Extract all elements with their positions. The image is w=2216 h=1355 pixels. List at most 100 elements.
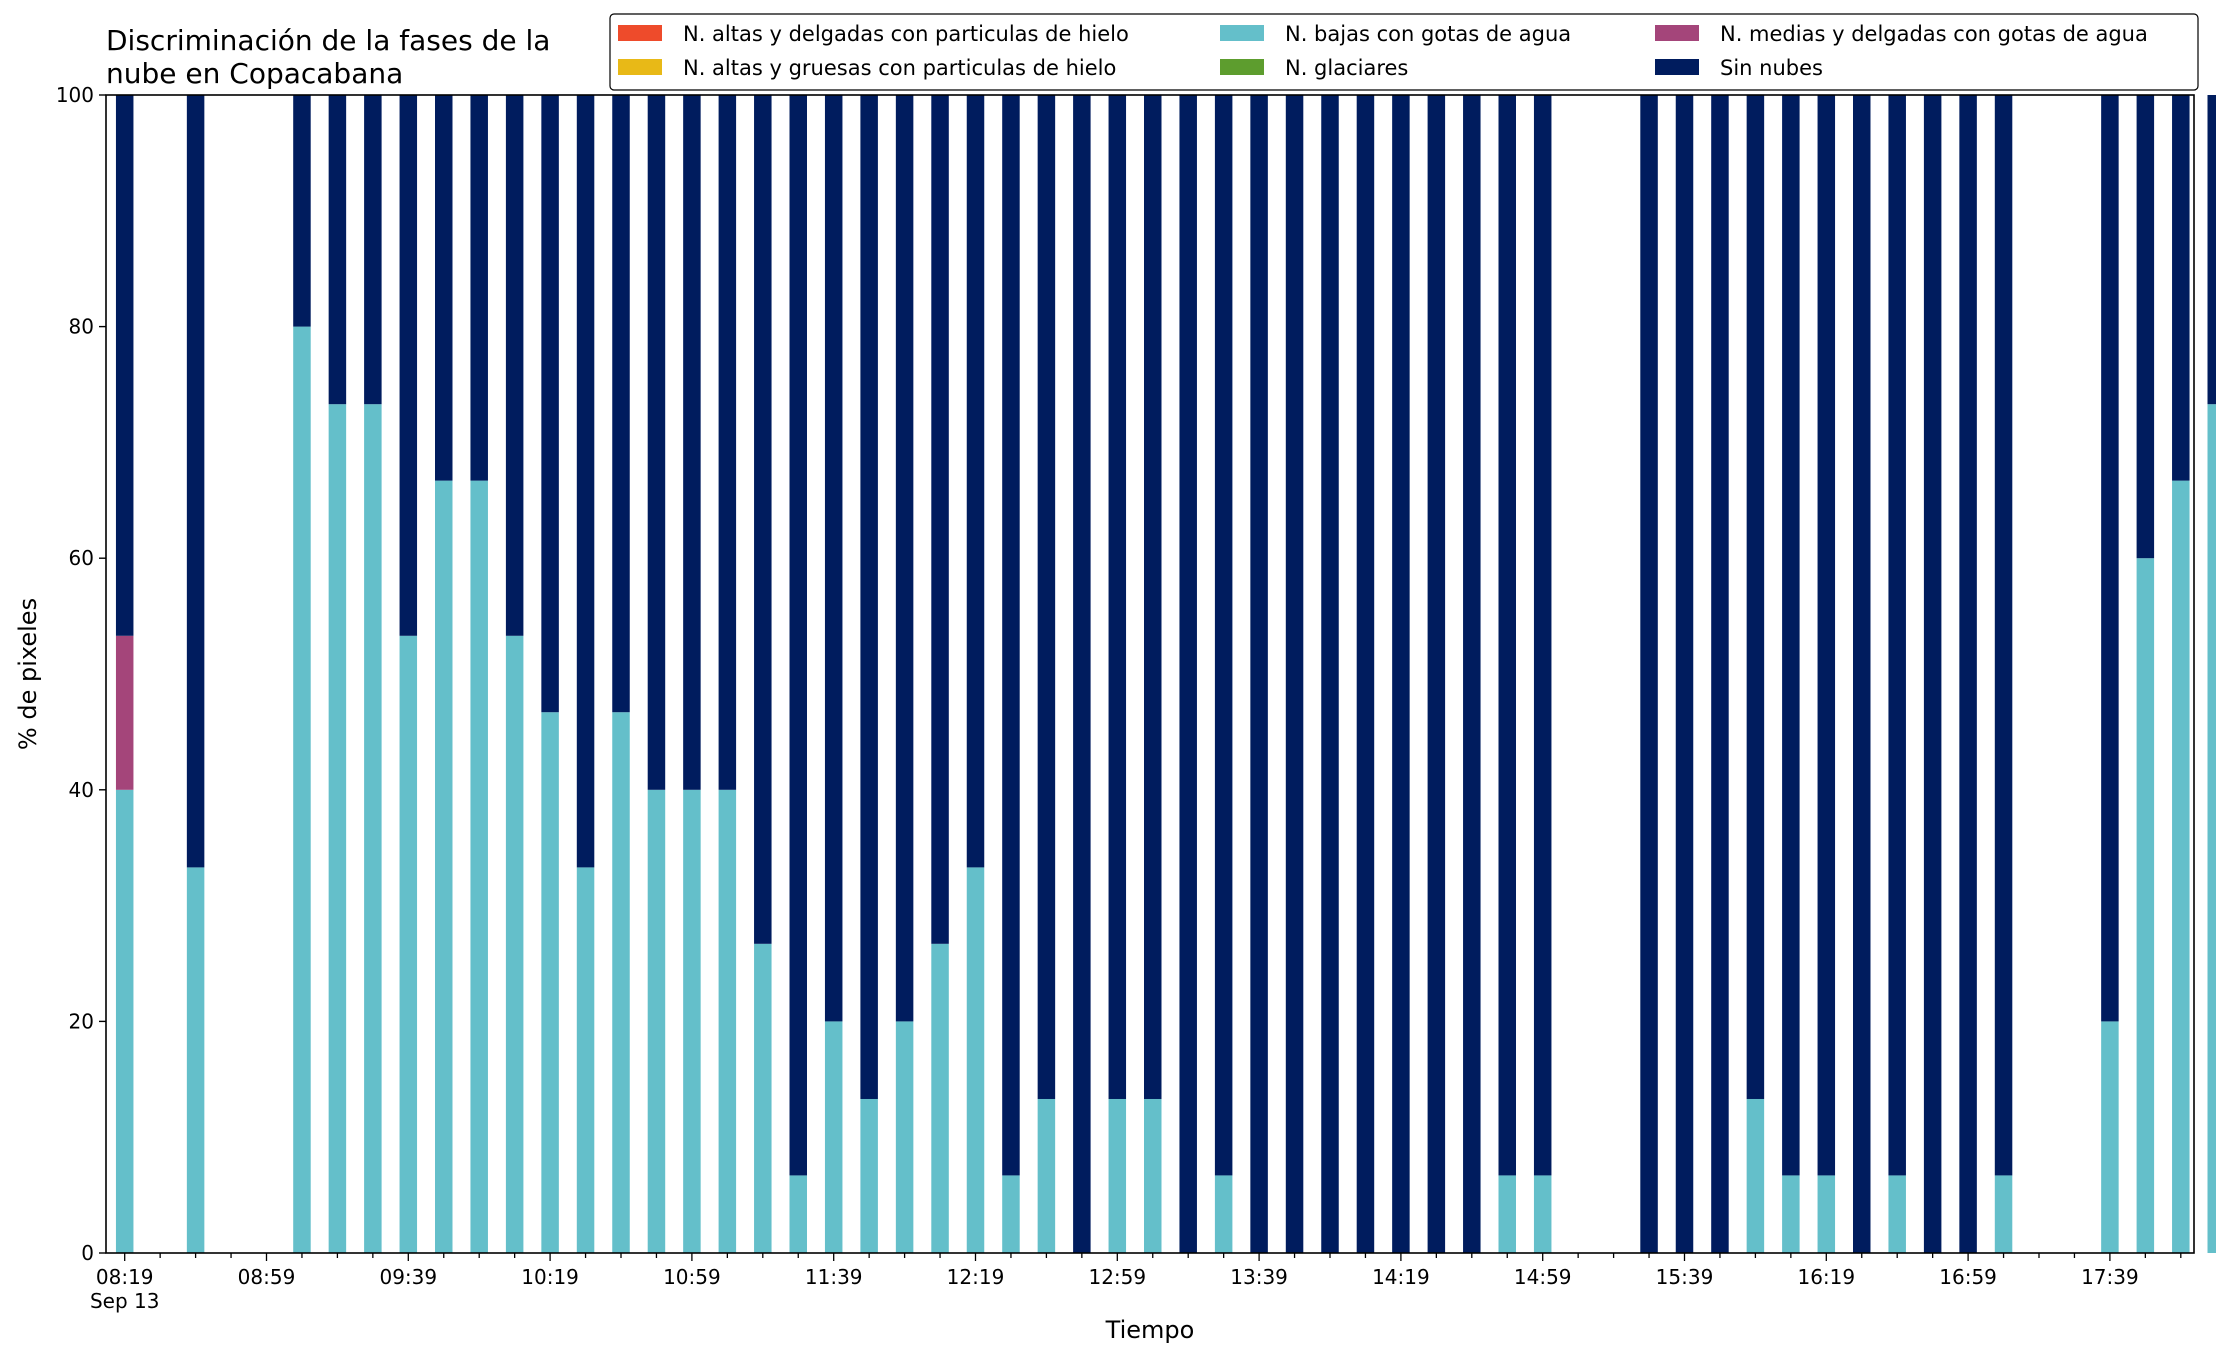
legend-swatch bbox=[1655, 59, 1699, 75]
bar-series-5-index-37 bbox=[1427, 95, 1446, 1253]
bar-series-5-index-23 bbox=[931, 95, 949, 944]
x-tick-label: 10:59 bbox=[663, 1265, 721, 1289]
bar-series-5-index-5 bbox=[293, 95, 311, 327]
bar-series-5-index-39 bbox=[1498, 95, 1516, 1176]
bar-series-5-index-49 bbox=[1853, 95, 1871, 1253]
bar-series-4-index-0 bbox=[115, 635, 134, 790]
bar-series-5-index-24 bbox=[966, 95, 985, 868]
bar-series-5-index-34 bbox=[1321, 95, 1339, 1253]
bar-series-2-index-8 bbox=[399, 635, 418, 1253]
chart-title-line-1: Discriminación de la fases de la bbox=[106, 24, 550, 57]
bar-series-2-index-9 bbox=[435, 480, 453, 1253]
bar-series-5-index-27 bbox=[1073, 95, 1091, 1253]
bar-series-2-index-5 bbox=[293, 326, 311, 1254]
bar-series-2-index-13 bbox=[576, 867, 595, 1253]
bar-series-5-index-35 bbox=[1356, 95, 1375, 1253]
bar-series-5-index-7 bbox=[364, 95, 382, 405]
bar-series-2-index-18 bbox=[754, 943, 772, 1253]
bar-series-5-index-17 bbox=[718, 95, 737, 790]
bar-series-2-index-40 bbox=[1533, 1175, 1552, 1253]
bar-series-2-index-39 bbox=[1498, 1175, 1516, 1253]
bar-series-5-index-40 bbox=[1533, 95, 1552, 1176]
y-tick-label: 100 bbox=[56, 83, 94, 107]
bar-series-2-index-11 bbox=[505, 635, 524, 1253]
x-tick-label: 15:39 bbox=[1656, 1265, 1714, 1289]
bar-series-5-index-38 bbox=[1463, 95, 1481, 1253]
bar-series-5-index-56 bbox=[2101, 95, 2119, 1022]
bar-series-2-index-56 bbox=[2101, 1021, 2119, 1253]
bar-series-5-index-47 bbox=[1782, 95, 1800, 1176]
y-tick-label: 40 bbox=[69, 778, 94, 802]
bar-series-5-index-8 bbox=[399, 95, 418, 636]
y-tick-label: 60 bbox=[69, 546, 94, 570]
bar-series-2-index-58 bbox=[2172, 480, 2190, 1253]
bar-series-2-index-2 bbox=[186, 867, 205, 1253]
bar-series-5-index-50 bbox=[1888, 95, 1906, 1176]
bar-series-5-index-14 bbox=[612, 95, 630, 713]
bar-series-5-index-2 bbox=[186, 95, 205, 868]
bar-series-5-index-51 bbox=[1923, 95, 1942, 1253]
chart-title-line-2: nube en Copacabana bbox=[106, 57, 403, 90]
bar-series-5-index-45 bbox=[1711, 95, 1729, 1253]
bar-series-5-index-44 bbox=[1675, 95, 1694, 1253]
bars-layer bbox=[115, 95, 2216, 1254]
x-tick-label: 16:59 bbox=[1939, 1265, 1997, 1289]
bar-series-5-index-52 bbox=[1959, 95, 1977, 1253]
bar-series-5-index-9 bbox=[435, 95, 453, 481]
x-tick-date-label: Sep 13 bbox=[90, 1289, 160, 1313]
legend-label: N. glaciares bbox=[1285, 56, 1408, 80]
x-axis: 08:19 08:59 09:39 10:19 10:59 11:39 12:19 12:59… bbox=[90, 1253, 2182, 1313]
bar-series-5-index-53 bbox=[1994, 95, 2013, 1176]
bar-series-2-index-15 bbox=[647, 789, 666, 1253]
bar-series-2-index-14 bbox=[612, 712, 630, 1253]
plot-area-frame bbox=[105, 94, 2195, 1254]
bar-series-2-index-48 bbox=[1817, 1175, 1836, 1253]
bar-series-5-index-26 bbox=[1037, 95, 1056, 1099]
bar-series-5-index-30 bbox=[1179, 95, 1197, 1253]
legend-label: Sin nubes bbox=[1720, 56, 1823, 80]
bar-series-2-index-20 bbox=[824, 1021, 843, 1253]
bar-series-5-index-21 bbox=[860, 95, 878, 1099]
bar-series-2-index-25 bbox=[1002, 1175, 1020, 1253]
y-tick-label: 20 bbox=[69, 1009, 94, 1033]
bar-series-5-index-32 bbox=[1250, 95, 1268, 1253]
bar-series-5-index-36 bbox=[1392, 95, 1410, 1253]
bar-series-5-index-43 bbox=[1640, 95, 1658, 1253]
x-tick-label: 17:39 bbox=[2081, 1265, 2139, 1289]
y-tick-label: 80 bbox=[69, 315, 94, 339]
bar-series-2-index-7 bbox=[364, 404, 382, 1253]
bar-series-5-index-19 bbox=[789, 95, 807, 1176]
bar-series-2-index-22 bbox=[895, 1021, 914, 1253]
y-tick-label: 0 bbox=[81, 1241, 94, 1265]
bar-series-2-index-6 bbox=[328, 404, 347, 1253]
x-tick-label: 08:59 bbox=[238, 1265, 296, 1289]
legend-label: N. altas y delgadas con particulas de hi… bbox=[683, 22, 1129, 46]
bar-series-5-index-10 bbox=[470, 95, 488, 481]
bar-series-2-index-19 bbox=[789, 1175, 807, 1253]
legend-swatch bbox=[618, 59, 662, 75]
bar-series-2-index-47 bbox=[1782, 1175, 1800, 1253]
bar-series-2-index-59 bbox=[2207, 404, 2216, 1253]
x-tick-label: 08:19 bbox=[96, 1265, 154, 1289]
bar-series-5-index-28 bbox=[1108, 95, 1127, 1099]
bar-series-5-index-59 bbox=[2207, 95, 2216, 405]
x-tick-label: 16:19 bbox=[1797, 1265, 1855, 1289]
x-tick-label: 13:39 bbox=[1230, 1265, 1288, 1289]
x-tick-label: 11:39 bbox=[805, 1265, 863, 1289]
bar-series-2-index-0 bbox=[115, 789, 134, 1253]
legend-swatch bbox=[1220, 25, 1264, 41]
bar-series-5-index-16 bbox=[683, 95, 701, 790]
bar-series-5-index-57 bbox=[2136, 95, 2155, 559]
bar-series-5-index-48 bbox=[1817, 95, 1836, 1176]
legend-label: N. altas y gruesas con particulas de hie… bbox=[683, 56, 1116, 80]
bar-series-2-index-50 bbox=[1888, 1175, 1906, 1253]
bar-series-2-index-57 bbox=[2136, 558, 2155, 1253]
x-tick-label: 09:39 bbox=[379, 1265, 437, 1289]
bar-series-2-index-10 bbox=[470, 480, 488, 1253]
bar-series-5-index-33 bbox=[1285, 95, 1304, 1253]
bar-series-5-index-11 bbox=[505, 95, 524, 636]
legend-label: N. bajas con gotas de agua bbox=[1285, 22, 1571, 46]
bar-series-2-index-31 bbox=[1214, 1175, 1233, 1253]
y-axis: 0 20 40 60 80 100 bbox=[56, 83, 106, 1265]
